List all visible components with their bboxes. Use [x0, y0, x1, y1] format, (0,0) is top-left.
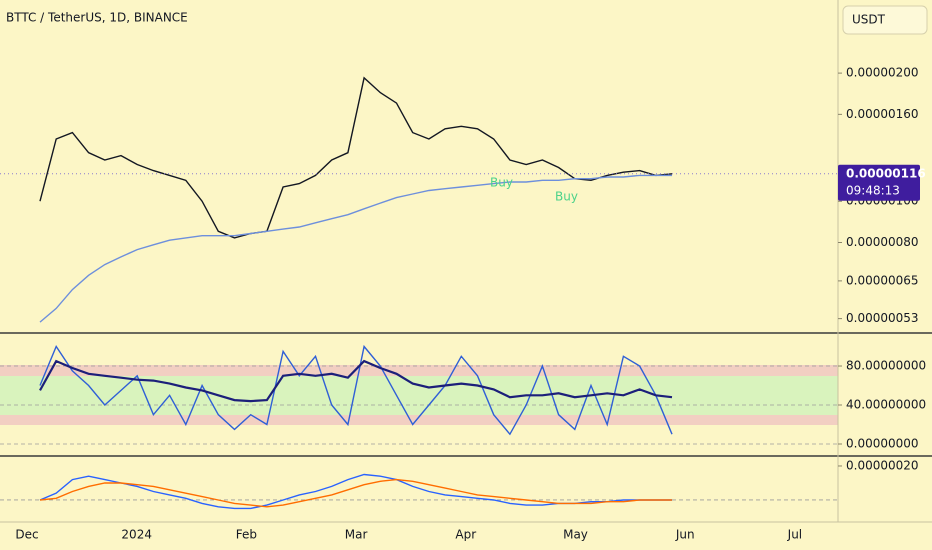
- x-tick-label: May: [563, 528, 588, 542]
- chart-title: BTTC / TetherUS, 1D, BINANCE: [6, 11, 188, 25]
- y-tick-label: 0.00000065: [846, 273, 919, 287]
- x-tick-label: Mar: [345, 528, 368, 542]
- buy-signal: Buy: [490, 176, 513, 190]
- x-tick-label: Jun: [675, 528, 695, 542]
- series-line: [39, 344, 673, 436]
- y-tick-label: 0.00000200: [846, 66, 919, 80]
- series-line: [39, 174, 672, 323]
- currency-button[interactable]: [842, 5, 928, 35]
- buy-signal: Buy: [555, 190, 578, 204]
- last-price-label: 0.00000116: [846, 166, 926, 180]
- series-line: [39, 76, 673, 239]
- x-tick-label: 2024: [121, 528, 152, 542]
- x-tick-label: Dec: [15, 528, 38, 542]
- currency-label[interactable]: USDT: [852, 13, 886, 27]
- y-tick-label: 0.00000080: [846, 235, 919, 249]
- y-tick-label: 40.00000000: [846, 398, 926, 412]
- x-tick-label: Feb: [236, 528, 257, 542]
- oversold-band: [0, 415, 838, 425]
- series-line: [39, 478, 672, 508]
- overbought-band: [0, 365, 838, 376]
- y-tick-label: 0.00000160: [846, 107, 919, 121]
- y-tick-label: 0.00000053: [846, 311, 919, 325]
- neutral-band: [0, 376, 838, 415]
- series-line: [39, 359, 673, 403]
- last-price-tag: [838, 164, 920, 201]
- y-tick-label: 80.00000000: [846, 359, 926, 373]
- countdown-label: 09:48:13: [846, 183, 900, 197]
- x-tick-label: Apr: [455, 528, 476, 542]
- y-tick-label: 0.00000000: [846, 436, 919, 450]
- x-tick-label: Jul: [787, 528, 802, 542]
- y-tick-label: 0.00000020: [846, 458, 919, 472]
